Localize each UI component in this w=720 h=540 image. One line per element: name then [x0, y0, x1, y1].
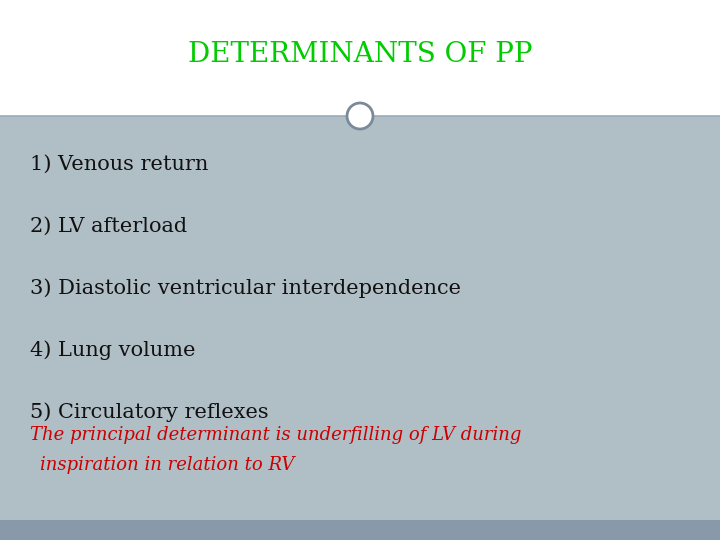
Text: 5) Circulatory reflexes: 5) Circulatory reflexes	[30, 402, 269, 422]
Bar	[0, 116, 720, 520]
Text: DETERMINANTS OF PP: DETERMINANTS OF PP	[188, 40, 532, 68]
Circle shape	[347, 103, 373, 129]
Text: 4) Lung volume: 4) Lung volume	[30, 340, 196, 360]
Bar	[0, 0, 720, 116]
Text: 2) LV afterload: 2) LV afterload	[30, 217, 187, 235]
Text: inspiration in relation to RV: inspiration in relation to RV	[40, 456, 294, 474]
Text: The principal determinant is underfilling of LV during: The principal determinant is underfillin…	[30, 426, 521, 444]
Text: 3) Diastolic ventricular interdependence: 3) Diastolic ventricular interdependence	[30, 278, 461, 298]
Text: 1) Venous return: 1) Venous return	[30, 154, 208, 173]
Bar	[0, 520, 720, 540]
